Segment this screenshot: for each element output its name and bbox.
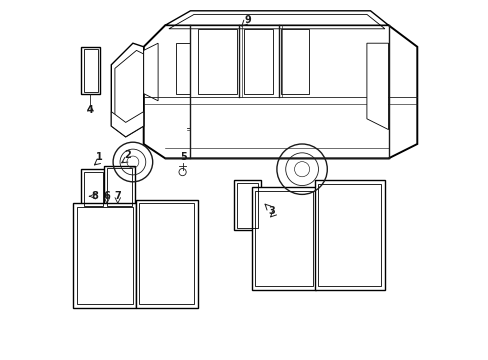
Polygon shape — [136, 200, 197, 308]
Polygon shape — [143, 25, 416, 158]
Text: 5: 5 — [180, 152, 186, 162]
Polygon shape — [366, 43, 387, 130]
Text: 1: 1 — [96, 152, 103, 162]
Polygon shape — [176, 43, 190, 94]
Polygon shape — [111, 43, 143, 137]
Polygon shape — [73, 203, 136, 308]
Polygon shape — [251, 187, 316, 290]
Polygon shape — [233, 180, 260, 230]
Text: 6: 6 — [103, 191, 110, 201]
Text: 9: 9 — [244, 15, 251, 25]
Polygon shape — [280, 29, 309, 94]
Text: 7: 7 — [114, 191, 121, 201]
Polygon shape — [104, 166, 134, 209]
Polygon shape — [81, 169, 106, 209]
Polygon shape — [314, 180, 384, 290]
Text: 4: 4 — [87, 105, 94, 115]
Polygon shape — [143, 43, 158, 101]
Text: 8: 8 — [91, 191, 99, 201]
Polygon shape — [111, 112, 143, 137]
Polygon shape — [197, 29, 237, 94]
Text: 2: 2 — [124, 150, 131, 160]
Text: 3: 3 — [267, 206, 274, 216]
Polygon shape — [244, 29, 273, 94]
Polygon shape — [81, 47, 101, 94]
Polygon shape — [165, 11, 387, 25]
